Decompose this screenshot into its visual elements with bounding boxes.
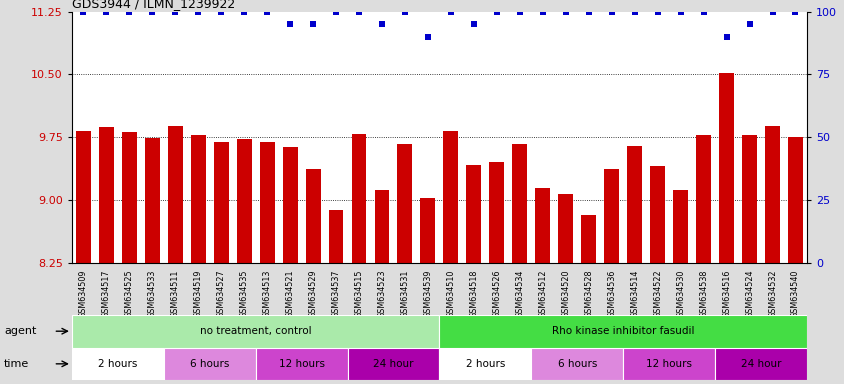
Text: 24 hour: 24 hour [740, 359, 781, 369]
Point [420, 34, 434, 40]
Bar [531, 348, 622, 380]
Point [306, 21, 319, 27]
Bar [347, 348, 439, 380]
Point [559, 8, 572, 15]
Point [512, 8, 526, 15]
Point [582, 8, 595, 15]
Bar [122, 132, 137, 263]
Point [490, 8, 503, 15]
Bar [603, 169, 619, 263]
Text: GDS3944 / ILMN_1239922: GDS3944 / ILMN_1239922 [72, 0, 235, 10]
Bar [535, 189, 549, 263]
Bar [191, 135, 205, 263]
Point [375, 21, 388, 27]
Point [787, 8, 801, 15]
Bar [489, 162, 504, 263]
Bar [764, 126, 779, 263]
Bar [787, 137, 802, 263]
Point [535, 8, 549, 15]
Bar [718, 73, 733, 263]
Point [283, 21, 296, 27]
Bar [420, 199, 435, 263]
Bar [328, 210, 343, 263]
Bar [76, 131, 90, 263]
Bar [168, 126, 182, 263]
Bar [144, 138, 160, 263]
Text: agent: agent [4, 326, 36, 336]
Point [260, 8, 273, 15]
Text: time: time [4, 359, 30, 369]
Bar [558, 194, 572, 263]
Point [100, 8, 113, 15]
Bar [673, 190, 687, 263]
Point [765, 8, 778, 15]
Bar [649, 166, 664, 263]
Bar [72, 348, 164, 380]
Text: 12 hours: 12 hours [646, 359, 691, 369]
Bar [374, 190, 389, 263]
Bar [214, 142, 229, 263]
Point [398, 8, 411, 15]
Text: 6 hours: 6 hours [190, 359, 229, 369]
Bar [741, 135, 756, 263]
Bar [259, 142, 274, 263]
Text: Rho kinase inhibitor fasudil: Rho kinase inhibitor fasudil [551, 326, 694, 336]
Bar [439, 348, 531, 380]
Bar [466, 165, 481, 263]
Point [604, 8, 618, 15]
Bar [164, 348, 255, 380]
Point [352, 8, 365, 15]
Text: 2 hours: 2 hours [465, 359, 505, 369]
Bar [623, 348, 714, 380]
Bar [397, 144, 412, 263]
Point [696, 8, 710, 15]
Text: no treatment, control: no treatment, control [199, 326, 311, 336]
Text: 24 hour: 24 hour [373, 359, 414, 369]
Bar [695, 135, 710, 263]
Text: 12 hours: 12 hours [279, 359, 324, 369]
Point [719, 34, 733, 40]
Bar [626, 146, 641, 263]
Point [145, 8, 159, 15]
Point [673, 8, 686, 15]
Bar [282, 147, 297, 263]
Point [627, 8, 641, 15]
Bar [581, 215, 596, 263]
Bar [351, 134, 366, 263]
Point [329, 8, 343, 15]
Text: 6 hours: 6 hours [557, 359, 596, 369]
Bar [99, 127, 114, 263]
Point [467, 21, 480, 27]
Bar [72, 315, 439, 348]
Point [650, 8, 663, 15]
Bar [443, 131, 457, 263]
Bar [439, 315, 806, 348]
Bar [511, 144, 527, 263]
Point [444, 8, 457, 15]
Point [77, 8, 90, 15]
Point [168, 8, 181, 15]
Point [192, 8, 205, 15]
Point [122, 8, 136, 15]
Text: 2 hours: 2 hours [98, 359, 138, 369]
Point [742, 21, 755, 27]
Bar [714, 348, 806, 380]
Bar [255, 348, 347, 380]
Bar [236, 139, 252, 263]
Point [214, 8, 228, 15]
Point [237, 8, 251, 15]
Bar [306, 169, 320, 263]
